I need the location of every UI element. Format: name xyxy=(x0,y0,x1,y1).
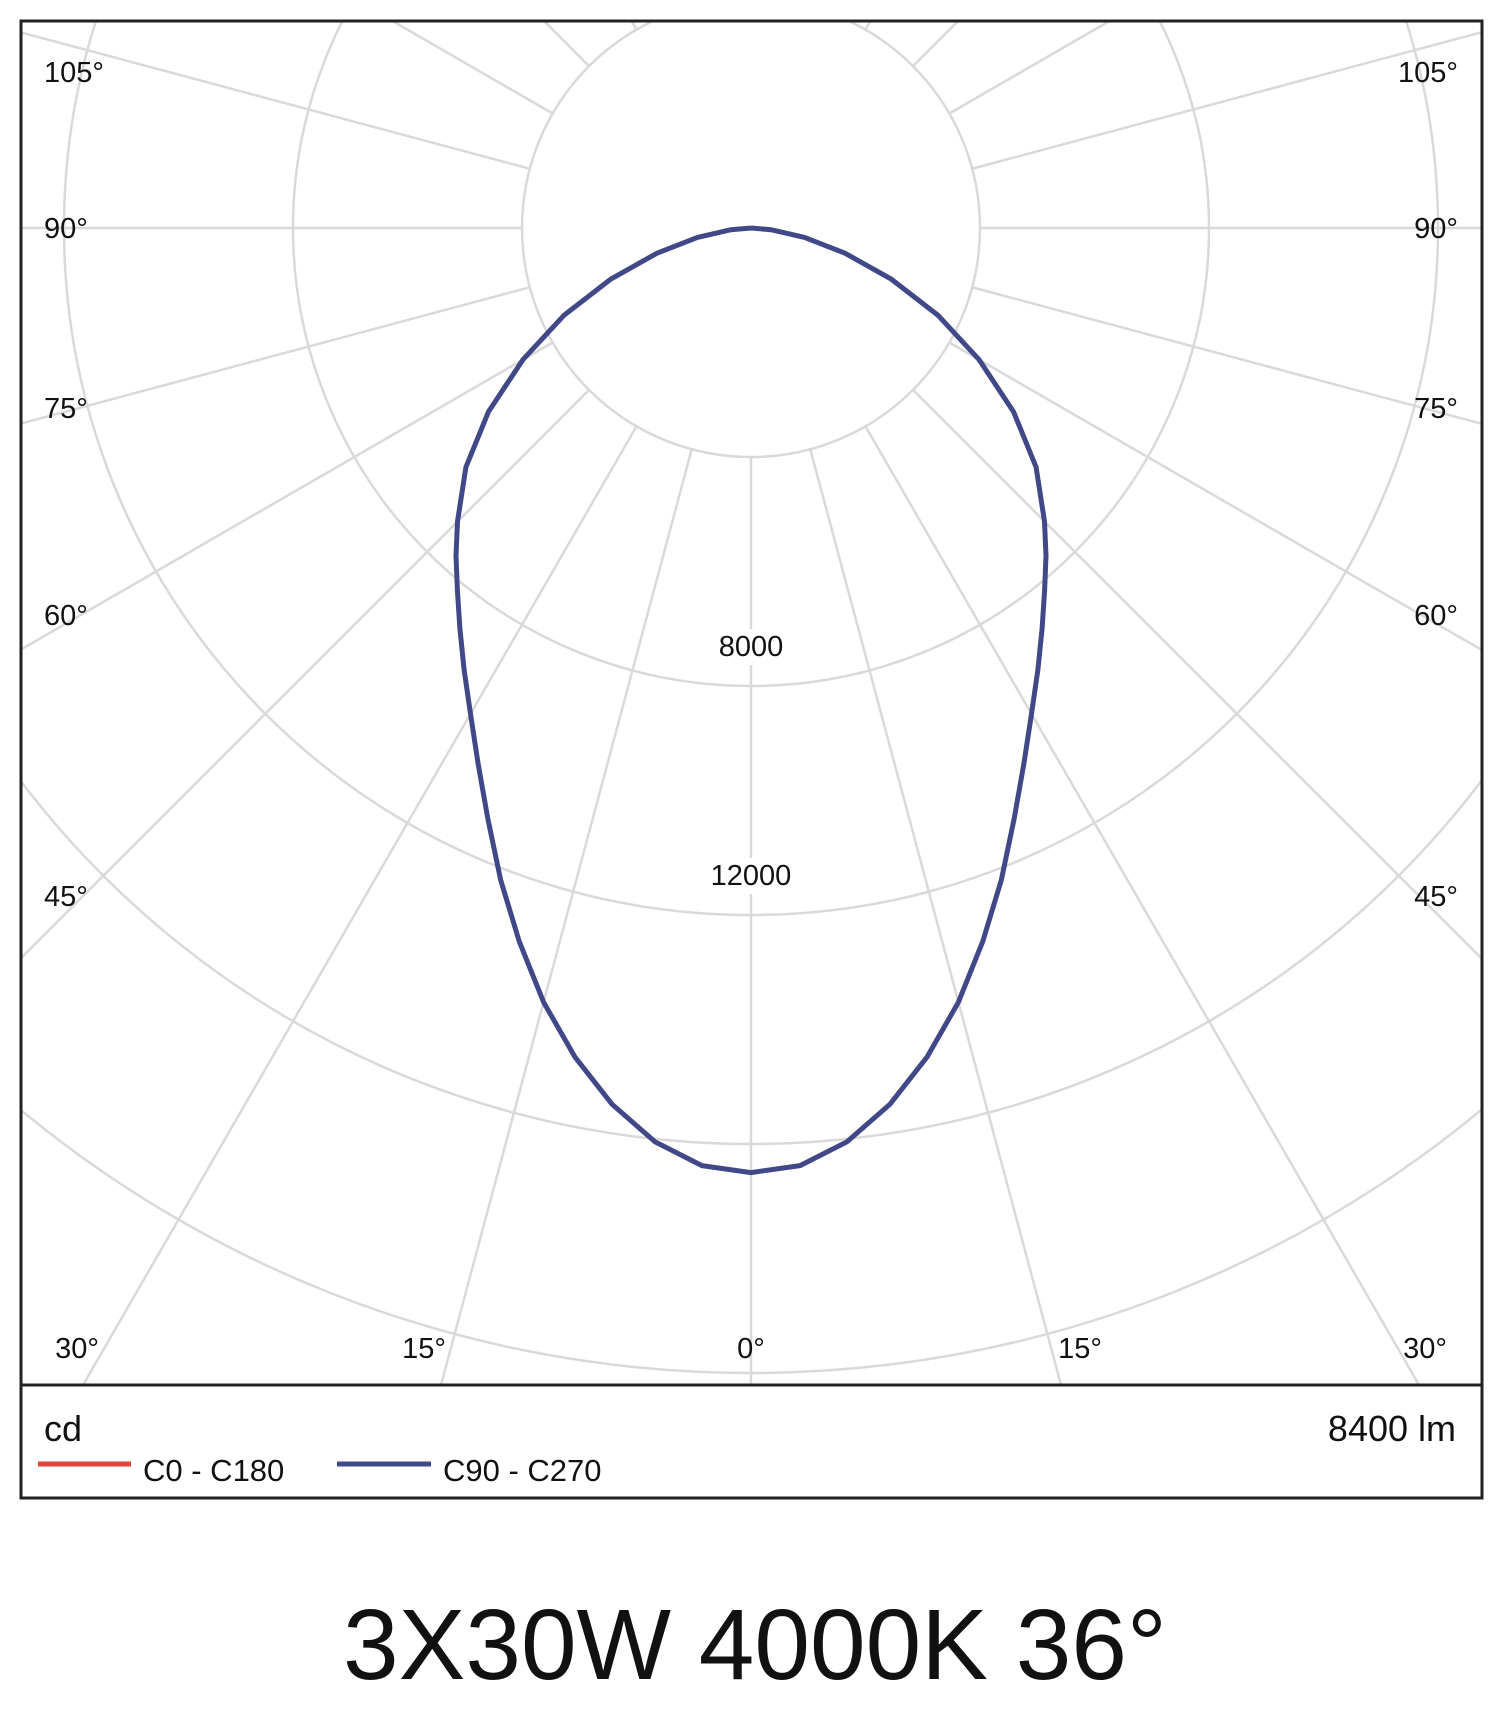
angle-label-left: 60° xyxy=(44,600,88,632)
angle-label-left: 105° xyxy=(44,57,104,89)
angle-label-bottom: 30° xyxy=(55,1333,99,1365)
grid-ring xyxy=(520,22,982,459)
angle-label-bottom: 15° xyxy=(402,1333,446,1365)
angle-label-right: 90° xyxy=(1414,213,1458,245)
grid-spoke xyxy=(912,389,1481,960)
grid-rings xyxy=(22,22,1481,1374)
flux-label: 8400 lm xyxy=(1328,1408,1456,1449)
grid-spoke xyxy=(864,425,1420,1384)
grid-ring xyxy=(291,22,1211,688)
grid-spoke xyxy=(22,341,554,651)
grid-spoke xyxy=(809,448,1063,1384)
ring-label: 12000 xyxy=(711,860,792,892)
product-caption: 3X30W 4000K 36° xyxy=(343,1589,1167,1701)
grid-spoke xyxy=(971,31,1481,170)
legend-label-c0-c180: C0 - C180 xyxy=(143,1453,284,1488)
grid-spoke xyxy=(439,448,693,1384)
grid-ring xyxy=(22,1108,1481,1374)
angle-label-bottom: 30° xyxy=(1403,1333,1447,1365)
unit-label: cd xyxy=(44,1408,82,1449)
angle-label-right: 75° xyxy=(1414,393,1458,425)
angle-label-left: 90° xyxy=(44,213,88,245)
legend-frame xyxy=(19,1383,1484,1500)
series-curve-c90-c270 xyxy=(453,225,1049,1176)
angle-label-left: 45° xyxy=(44,881,88,913)
grid-spoke xyxy=(82,425,638,1384)
angle-label-left: 75° xyxy=(44,393,88,425)
grid-ring xyxy=(62,22,1440,917)
ring-labels: 8000 12000 xyxy=(705,629,797,894)
angle-label-bottom: 0° xyxy=(737,1333,765,1365)
grid-spoke xyxy=(22,389,590,959)
angle-labels: 105° 90° 75° 60° 45° 105° 90° 75° 60° 45° 30° 15° 0°… xyxy=(44,57,1458,1365)
angle-label-right: 105° xyxy=(1398,57,1458,89)
grid-spoke xyxy=(971,286,1481,425)
angle-label-right: 45° xyxy=(1414,881,1458,913)
ring-label-bg xyxy=(705,629,797,665)
grid-spoke xyxy=(22,31,531,170)
angle-label-bottom: 15° xyxy=(1058,1333,1102,1365)
grid-spoke xyxy=(948,341,1481,651)
ring-label-bg xyxy=(705,858,797,894)
series-layer xyxy=(453,225,1049,1176)
grid-ring xyxy=(22,778,1481,1145)
ring-label: 8000 xyxy=(719,631,784,663)
legend-label-c90-c270: C90 - C270 xyxy=(443,1453,602,1488)
grid-spoke xyxy=(22,286,531,425)
angle-label-right: 60° xyxy=(1414,600,1458,632)
